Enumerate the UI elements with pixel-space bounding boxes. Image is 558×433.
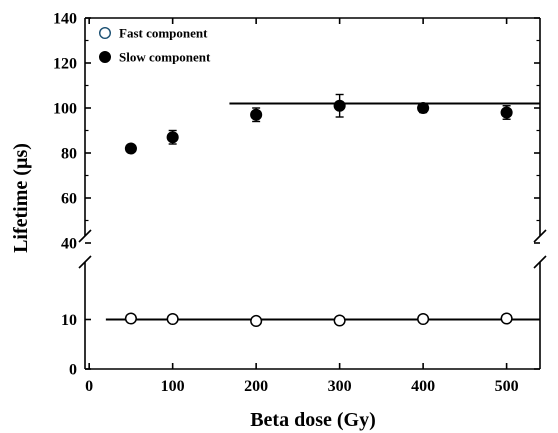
- y-tick-label: 140: [53, 11, 77, 28]
- x-axis-title: Beta dose (Gy): [250, 409, 376, 431]
- x-tick-label: 0: [85, 378, 93, 395]
- legend-marker-slow: [98, 51, 111, 64]
- x-tick-label: 100: [161, 378, 185, 395]
- legend-label-fast: Fast component: [119, 26, 208, 41]
- x-tick-label: 200: [244, 378, 268, 395]
- y-tick-label: 0: [69, 362, 77, 379]
- axis-break-mark-right-upper: [533, 229, 547, 243]
- slow-component-point: [333, 99, 346, 112]
- y-tick-label: 120: [53, 56, 77, 73]
- axis-break-mark-right-lower: [533, 255, 547, 269]
- y-tick-label: 100: [53, 101, 77, 118]
- axis-break-mark-left-lower: [78, 255, 92, 269]
- data-points-layer: [124, 99, 513, 328]
- fast-component-point: [166, 312, 179, 326]
- fast-component-point: [417, 312, 430, 326]
- slow-component-point: [250, 108, 263, 121]
- x-tick-label: 400: [411, 378, 435, 395]
- y-tick-label: 80: [61, 146, 77, 163]
- slow-component-point: [124, 142, 137, 155]
- y-tick-label: 40: [61, 236, 77, 253]
- legend-label-slow: Slow component: [119, 50, 211, 65]
- axis-break-mark-left-upper: [78, 229, 92, 243]
- slow-component-point: [417, 101, 430, 115]
- fast-component-point: [124, 312, 137, 325]
- fast-component-point: [333, 314, 346, 327]
- slow-component-point: [500, 106, 513, 119]
- tick-labels-layer: 0 100 200 300 400 500 0 10 40 60 80 100 120 140: [53, 11, 519, 396]
- y-tick-label: 60: [61, 191, 77, 208]
- y-tick-label: 10: [61, 312, 77, 329]
- fast-component-point: [500, 312, 513, 325]
- legend-marker-fast: [98, 27, 111, 40]
- axes-layer: [78, 17, 547, 370]
- legend: Fast component Slow component: [98, 26, 211, 65]
- error-bars-layer: [126, 93, 511, 324]
- fast-component-point: [250, 314, 263, 328]
- x-tick-label: 300: [328, 378, 352, 395]
- x-tick-label: 500: [495, 378, 519, 395]
- y-axis-title: Lifetime (µs): [10, 143, 32, 253]
- slow-component-point: [166, 131, 179, 144]
